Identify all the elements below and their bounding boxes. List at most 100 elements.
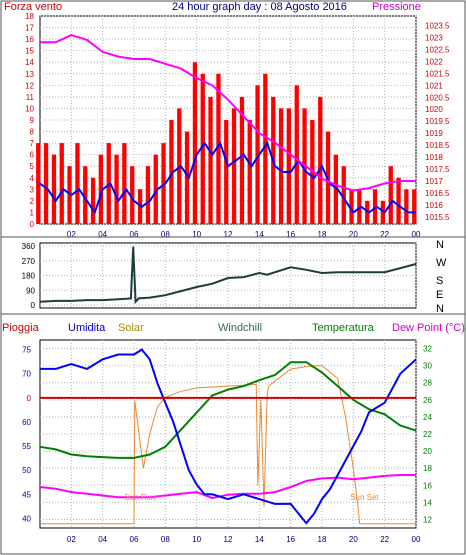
wind-bar	[75, 143, 80, 224]
y-tick-label: 15	[25, 47, 34, 56]
x-tick-label: 08	[161, 535, 170, 544]
wind-bar	[372, 189, 378, 224]
y2-tick-label: 1020	[425, 105, 443, 114]
y2-tick-label: 1020.5	[425, 93, 450, 102]
y2-tick-label: 16	[423, 481, 432, 490]
y-tick-label: 60	[22, 418, 31, 427]
y2-tick-label: 32	[423, 345, 432, 354]
x-tick-label: 18	[318, 535, 327, 544]
y2-tick-label: 1017	[425, 177, 443, 186]
y2-tick-label: 14	[423, 498, 432, 507]
wind-bar	[192, 62, 198, 225]
y-tick-label: 50	[22, 466, 31, 475]
wind-bar	[357, 189, 362, 224]
y2-tick-label: 1016	[425, 201, 443, 210]
wind-bar	[286, 108, 291, 224]
y-tick-label: 13	[25, 70, 34, 79]
y-tick-label: 1	[30, 208, 35, 217]
y2-tick-label: 1019	[425, 129, 443, 138]
x-tick-label: 02	[67, 535, 76, 544]
weather-chart: 40 45 50 55 60 0 70 75 12 14 16 18 20 22 24 26 28 30 32 0…	[0, 313, 466, 555]
wind-bar	[333, 154, 338, 224]
x-tick-label: 20	[349, 230, 358, 239]
y-tick-label: 18	[25, 12, 34, 21]
series-header-label: Temperatura	[312, 322, 375, 334]
y-tick-label: 55	[22, 442, 31, 451]
sun-annotation: Sun Rise	[125, 493, 158, 502]
page-title: 24 hour graph day : 08 Agosto 2016	[172, 1, 347, 13]
pressure-label: Pressione	[372, 1, 421, 13]
y-tick-label: 16	[25, 35, 34, 44]
wind-bar	[98, 154, 103, 224]
wind-bar	[294, 85, 299, 224]
wind-bar	[161, 143, 166, 224]
y-tick-label: 14	[25, 58, 34, 67]
x-tick-label: 22	[380, 535, 389, 544]
wind-bar	[388, 166, 393, 224]
x-tick-label: 06	[130, 230, 139, 239]
y2-tick-label: 1022	[425, 57, 443, 66]
sun-annotation: Sun Set	[350, 493, 379, 502]
wind-bar	[130, 166, 135, 224]
wind-bar	[90, 177, 96, 224]
y-tick-label: 75	[22, 346, 31, 355]
series-header-label: Windchill	[218, 322, 262, 334]
compass-label: E	[436, 289, 443, 301]
wind-bar	[239, 96, 245, 224]
wind-bar	[263, 73, 268, 224]
wind-bar	[83, 166, 88, 224]
wind-bar	[365, 200, 370, 224]
wind-label: Forza vento	[4, 1, 62, 13]
x-tick-label: 16	[286, 535, 295, 544]
y-tick-label: 270	[22, 257, 36, 266]
y2-tick-label: 20	[423, 447, 432, 456]
y-tick-label: 3	[30, 185, 35, 194]
y-tick-label: 8	[30, 128, 35, 137]
y2-tick-label: 28	[423, 379, 432, 388]
y2-tick-label: 1021.5	[425, 69, 450, 78]
y2-tick-label: 30	[423, 362, 432, 371]
wind-bar	[153, 154, 158, 224]
y-tick-label: 7	[30, 139, 35, 148]
wind-bar	[224, 120, 229, 224]
x-tick-label: 08	[161, 230, 170, 239]
y-tick-label: 10	[25, 104, 34, 113]
y2-tick-label: 1016.5	[425, 189, 450, 198]
y-tick-label: 5	[30, 162, 35, 171]
x-tick-label: 10	[192, 230, 201, 239]
y2-tick-label: 22	[423, 430, 432, 439]
wind-direction-line	[39, 246, 417, 305]
y2-tick-label: 18	[423, 464, 432, 473]
wind-bar	[216, 73, 221, 224]
wind-bar	[59, 143, 64, 224]
y-tick-label: 90	[26, 286, 35, 295]
y2-tick-label: 1015.5	[425, 213, 450, 222]
wind-bar	[231, 108, 237, 224]
series-header-label: Pioggia	[2, 322, 40, 334]
y2-tick-label: 1023.5	[425, 22, 450, 31]
pressure-line	[40, 34, 416, 192]
y-tick-label: 0	[31, 301, 36, 310]
y-tick-label: 2	[30, 197, 35, 206]
y2-tick-label: 12	[423, 515, 432, 524]
y2-tick-label: 1017.5	[425, 165, 450, 174]
x-tick-label: 02	[67, 230, 76, 239]
y2-tick-label: 24	[423, 413, 432, 422]
wind-bar	[137, 189, 143, 224]
y2-tick-label: 1021	[425, 81, 443, 90]
wind-bar	[380, 200, 385, 224]
wind-bar	[396, 177, 401, 224]
wind-bar	[169, 120, 174, 224]
wind-bar	[208, 96, 213, 224]
y2-tick-label: 1018.5	[425, 141, 450, 150]
y2-tick-label: 1019.5	[425, 117, 450, 126]
wind-bar	[412, 189, 417, 224]
y-tick-label: 0	[27, 394, 32, 403]
x-tick-label: 14	[255, 230, 264, 239]
y2-tick-label: 1023	[425, 34, 443, 43]
series-header-label: Umidita	[68, 322, 106, 334]
